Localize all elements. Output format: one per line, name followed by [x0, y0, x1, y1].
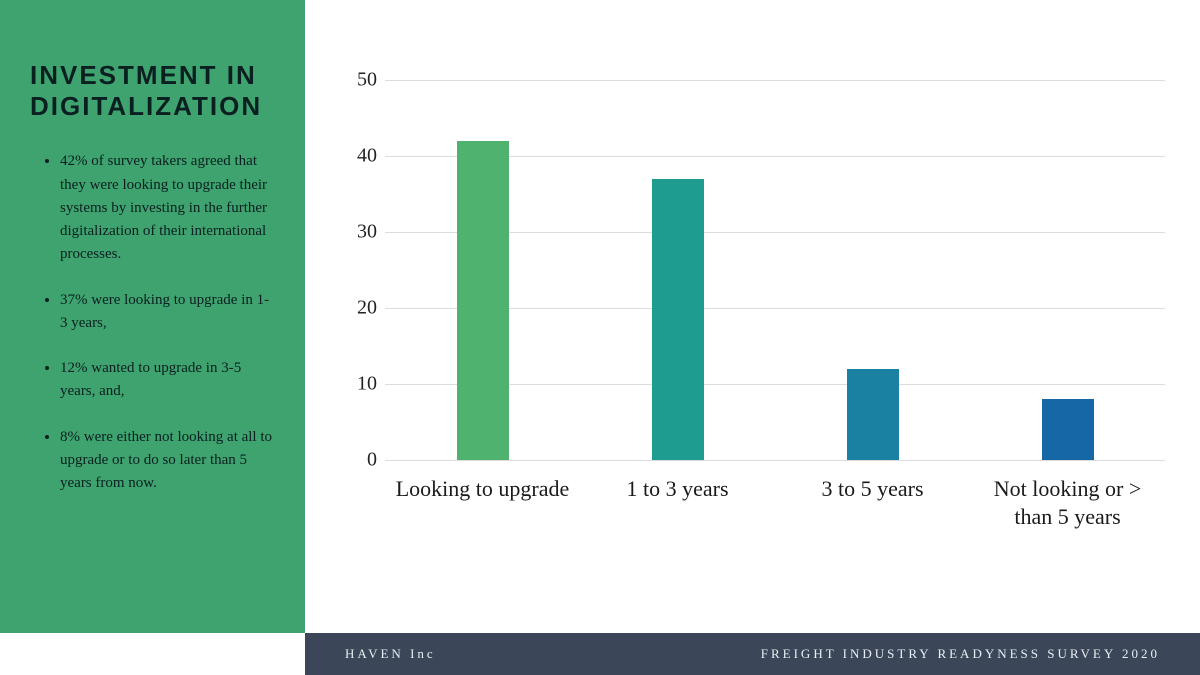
bar — [1042, 399, 1094, 460]
bullet-item: 12% wanted to upgrade in 3-5 years, and, — [60, 357, 275, 404]
x-axis-labels: Looking to upgrade1 to 3 years3 to 5 yea… — [385, 475, 1165, 530]
bars-container — [385, 80, 1165, 460]
y-tick-label: 10 — [345, 373, 377, 396]
bar-slot — [775, 80, 970, 460]
gridline — [385, 460, 1165, 461]
page-title: INVESTMENT IN DIGITALIZATION — [30, 60, 275, 122]
y-tick-label: 30 — [345, 221, 377, 244]
y-tick-label: 50 — [345, 69, 377, 92]
y-tick-label: 40 — [345, 145, 377, 168]
bullet-item: 37% were looking to upgrade in 1-3 years… — [60, 289, 275, 336]
bar-slot — [970, 80, 1165, 460]
plot-area: 01020304050 — [345, 80, 1165, 460]
bullet-item: 8% were either not looking at all to upg… — [60, 426, 275, 496]
y-tick-label: 20 — [345, 297, 377, 320]
footer-bar: HAVEN Inc FREIGHT INDUSTRY READYNESS SUR… — [305, 633, 1200, 675]
sidebar-panel: INVESTMENT IN DIGITALIZATION 42% of surv… — [0, 0, 305, 633]
bar — [847, 369, 899, 460]
bar-chart: 01020304050 Looking to upgrade1 to 3 yea… — [345, 80, 1165, 580]
bar-slot — [580, 80, 775, 460]
footer-right: FREIGHT INDUSTRY READYNESS SURVEY 2020 — [761, 646, 1160, 662]
y-tick-label: 0 — [345, 449, 377, 472]
bullet-list: 42% of survey takers agreed that they we… — [30, 150, 275, 495]
x-axis-label: Not looking or > than 5 years — [970, 475, 1165, 530]
bar — [652, 179, 704, 460]
x-axis-label: 1 to 3 years — [580, 475, 775, 530]
footer-left: HAVEN Inc — [345, 646, 436, 662]
x-axis-label: Looking to upgrade — [385, 475, 580, 530]
bar-slot — [385, 80, 580, 460]
x-axis-label: 3 to 5 years — [775, 475, 970, 530]
bar — [457, 141, 509, 460]
bullet-item: 42% of survey takers agreed that they we… — [60, 150, 275, 266]
